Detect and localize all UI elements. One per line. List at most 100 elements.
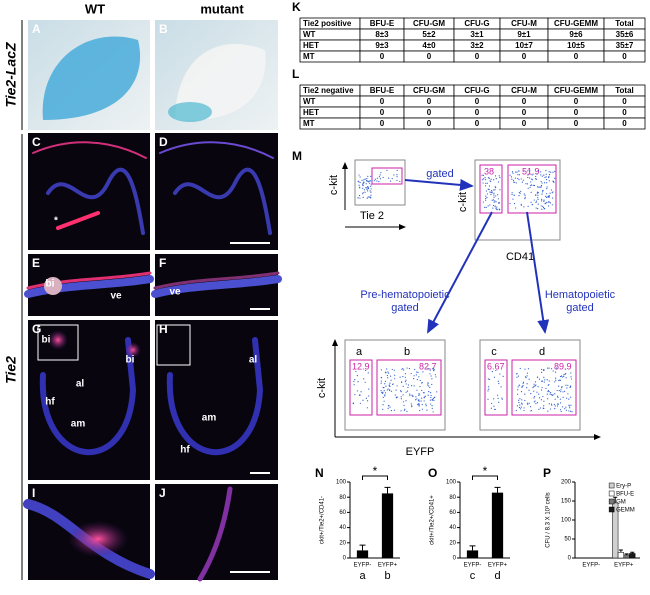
event-dot xyxy=(404,376,406,378)
event-dot xyxy=(357,380,359,383)
event-dot xyxy=(536,402,539,404)
event-dot xyxy=(379,174,381,176)
event-dot xyxy=(526,383,528,385)
event-dot xyxy=(541,193,543,195)
inset-box xyxy=(37,324,79,361)
gate-value: 12.9 xyxy=(352,361,370,371)
event-dot xyxy=(388,404,390,407)
event-dot xyxy=(494,205,496,207)
table-value: 5±2 xyxy=(422,30,436,39)
event-dot xyxy=(524,197,526,200)
event-dot xyxy=(482,201,484,203)
event-dot xyxy=(523,193,525,195)
event-dot xyxy=(412,395,414,397)
event-dot xyxy=(570,396,572,398)
event-dot xyxy=(485,199,487,201)
event-dot xyxy=(391,368,393,371)
event-dot xyxy=(369,182,371,184)
event-dot xyxy=(498,175,500,177)
event-dot xyxy=(389,406,391,408)
table-value: 8±3 xyxy=(375,30,389,39)
event-dot xyxy=(540,389,543,391)
event-dot xyxy=(533,397,535,399)
event-dot xyxy=(546,182,548,184)
event-dot xyxy=(420,397,423,399)
event-dot xyxy=(388,385,390,387)
event-dot xyxy=(515,171,517,173)
event-dot xyxy=(418,394,420,396)
event-dot xyxy=(364,191,366,193)
event-dot xyxy=(517,375,520,377)
event-dot xyxy=(487,378,489,380)
event-dot xyxy=(498,401,500,403)
table-header: BFU-E xyxy=(370,86,395,95)
table-header: CFU-GEMM xyxy=(554,19,598,28)
event-dot xyxy=(419,379,421,382)
event-dot xyxy=(518,401,520,404)
event-dot xyxy=(404,380,407,383)
axis-label: CD41 xyxy=(506,251,534,263)
event-dot xyxy=(403,369,405,371)
micrograph xyxy=(155,484,278,580)
event-dot xyxy=(482,178,485,180)
event-dot xyxy=(485,190,487,192)
significance: * xyxy=(483,464,488,478)
table-value: 10±5 xyxy=(567,41,585,50)
event-dot xyxy=(548,177,550,179)
panel-label: I xyxy=(32,486,35,500)
event-dot xyxy=(390,390,392,392)
table-value: 0 xyxy=(427,97,432,106)
table-header: CFU-GEMM xyxy=(554,86,598,95)
event-dot xyxy=(492,207,494,209)
bar xyxy=(623,554,630,559)
event-dot xyxy=(501,398,503,400)
panel-label: N xyxy=(315,466,324,480)
event-dot xyxy=(358,174,360,176)
table-header: CFU-M xyxy=(511,19,537,28)
event-dot xyxy=(524,196,526,198)
event-dot xyxy=(408,367,411,370)
event-dot xyxy=(537,386,539,388)
event-dot xyxy=(549,393,551,395)
event-dot xyxy=(482,179,484,181)
event-dot xyxy=(547,410,549,412)
event-dot xyxy=(534,381,537,383)
annotation: bi xyxy=(42,335,51,346)
event-dot xyxy=(396,176,398,178)
event-dot xyxy=(431,405,433,407)
event-dot xyxy=(414,368,416,371)
event-dot xyxy=(431,407,433,409)
table-cell xyxy=(603,117,646,130)
event-dot xyxy=(484,177,486,179)
event-dot xyxy=(370,194,372,196)
event-dot xyxy=(551,394,553,397)
table-header: Total xyxy=(615,86,634,95)
arrow xyxy=(404,178,474,191)
event-dot xyxy=(502,375,504,377)
event-dot xyxy=(523,407,525,409)
gate-value: 82.7 xyxy=(419,361,437,371)
event-dot xyxy=(555,377,557,379)
event-dot xyxy=(527,403,529,405)
event-dot xyxy=(541,371,543,374)
annotation: al xyxy=(249,355,258,366)
event-dot xyxy=(549,392,552,394)
event-dot xyxy=(488,388,490,390)
flow-plot xyxy=(354,159,406,206)
event-dot xyxy=(393,409,395,411)
table-header: CFU-M xyxy=(511,86,537,95)
annotation: bi xyxy=(46,279,55,290)
tissue xyxy=(46,167,145,235)
table-header: CFU-GM xyxy=(413,86,445,95)
event-dot xyxy=(425,403,427,405)
event-dot xyxy=(407,384,410,386)
event-dot xyxy=(514,177,517,179)
event-dot xyxy=(365,397,367,399)
event-dot xyxy=(499,373,501,375)
event-dot xyxy=(486,193,488,195)
event-dot xyxy=(521,403,523,405)
branch-label: Hematopoietic xyxy=(545,289,616,301)
event-dot xyxy=(495,207,497,209)
event-dot xyxy=(382,387,384,389)
